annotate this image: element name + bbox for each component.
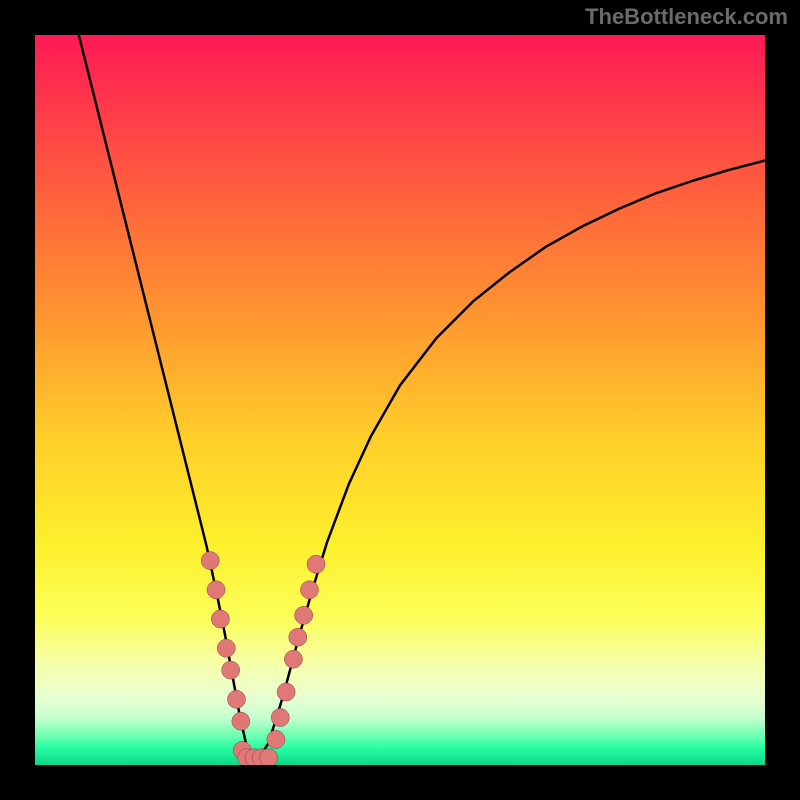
bottleneck-chart: [0, 0, 800, 800]
data-marker: [232, 712, 250, 730]
plot-background: [35, 35, 765, 765]
data-marker: [211, 610, 229, 628]
data-marker: [267, 730, 285, 748]
data-marker: [227, 690, 245, 708]
data-marker: [284, 650, 302, 668]
data-marker: [260, 749, 278, 767]
data-marker: [307, 555, 325, 573]
data-marker: [295, 606, 313, 624]
data-marker: [277, 683, 295, 701]
data-marker: [207, 581, 225, 599]
data-marker: [289, 628, 307, 646]
data-marker: [300, 581, 318, 599]
watermark-text: TheBottleneck.com: [585, 4, 788, 30]
data-marker: [201, 552, 219, 570]
data-marker: [222, 661, 240, 679]
data-marker: [217, 639, 235, 657]
data-marker: [271, 709, 289, 727]
